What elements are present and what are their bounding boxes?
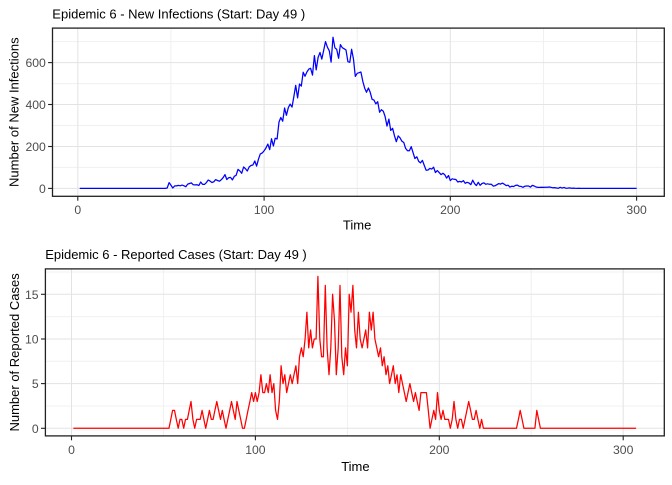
svg-text:0: 0 [68,443,75,457]
svg-text:10: 10 [25,333,39,347]
svg-text:5: 5 [32,377,39,391]
svg-text:100: 100 [245,443,266,457]
svg-text:300: 300 [613,443,634,457]
svg-text:200: 200 [440,203,461,217]
svg-text:0: 0 [39,182,46,196]
svg-text:Time: Time [341,459,369,474]
svg-text:15: 15 [25,288,39,302]
svg-text:Epidemic 6 - New Infections (S: Epidemic 6 - New Infections (Start: Day … [52,7,305,22]
svg-text:Number of Reported Cases: Number of Reported Cases [7,273,22,432]
svg-text:Number of New Infections: Number of New Infections [7,37,22,187]
svg-text:100: 100 [254,203,275,217]
svg-text:300: 300 [626,203,647,217]
svg-text:400: 400 [25,98,46,112]
svg-text:Time: Time [343,218,371,233]
svg-text:0: 0 [32,422,39,436]
svg-text:Epidemic 6 - Reported Cases (S: Epidemic 6 - Reported Cases (Start: Day … [45,247,307,262]
svg-text:0: 0 [74,203,81,217]
svg-text:600: 600 [25,56,46,70]
svg-text:200: 200 [429,443,450,457]
svg-text:200: 200 [25,140,46,154]
